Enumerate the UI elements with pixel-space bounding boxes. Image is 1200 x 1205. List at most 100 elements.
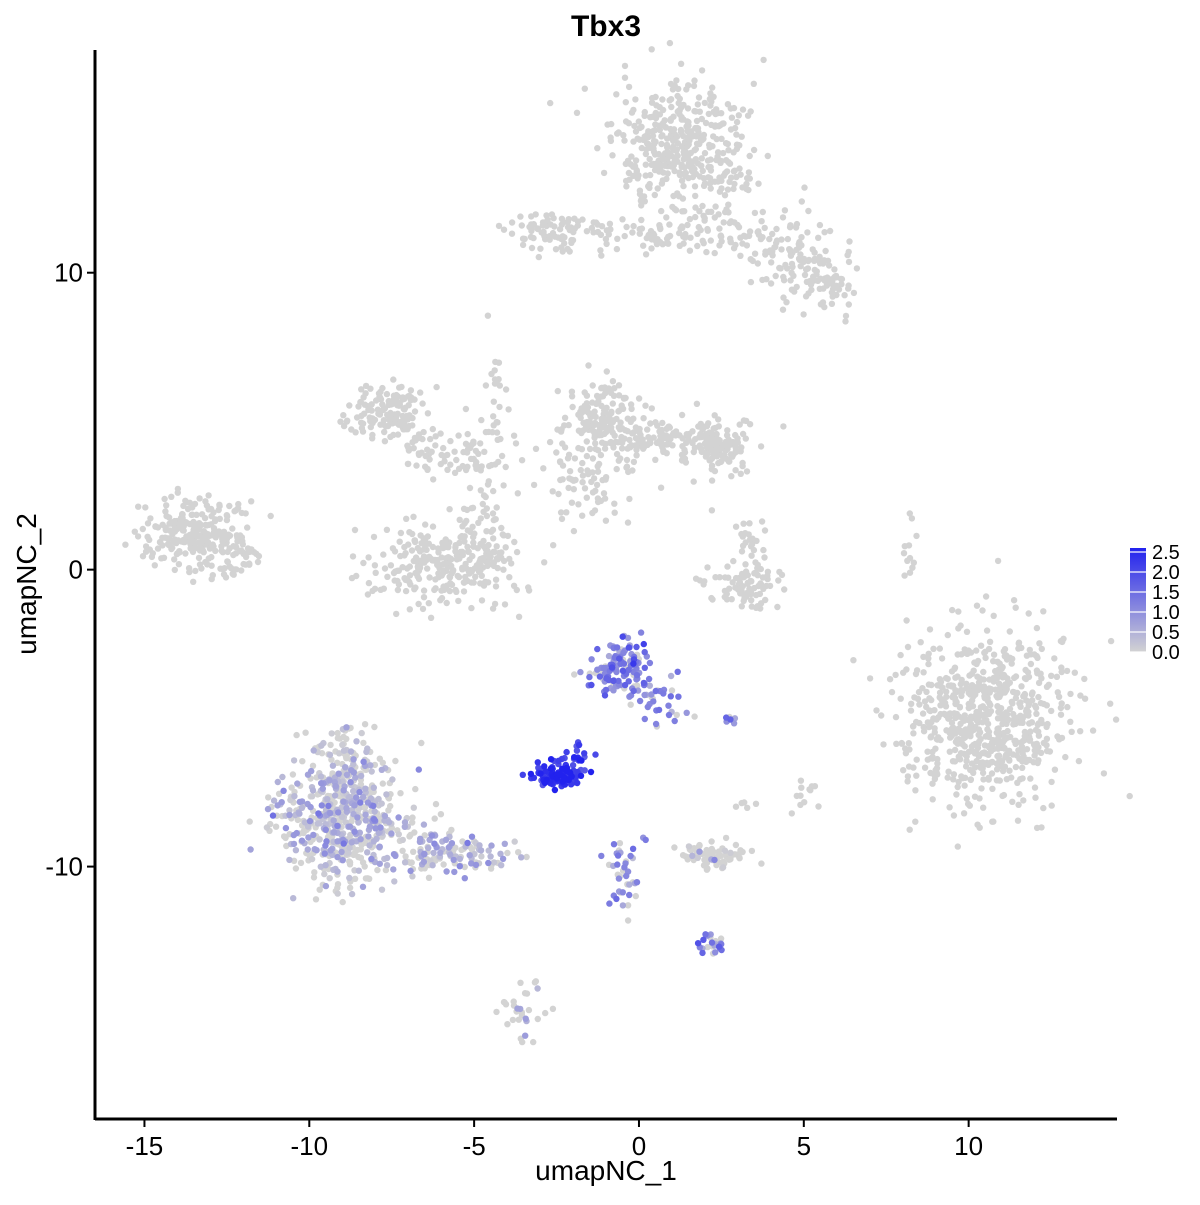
cell-point [788, 810, 795, 817]
cell-point [912, 818, 919, 825]
cell-point [549, 1005, 557, 1012]
cell-point [687, 149, 694, 157]
cell-point [824, 274, 831, 281]
cell-point [459, 462, 466, 470]
cell-point [584, 467, 591, 474]
cell-point [401, 819, 409, 826]
cell-point [134, 533, 142, 540]
cell-point [1043, 747, 1051, 755]
cell-point [622, 99, 629, 106]
cell-point [712, 574, 719, 581]
cell-point [629, 845, 637, 852]
cell-point [592, 440, 599, 447]
cell-point [450, 856, 457, 864]
cell-point [441, 453, 448, 460]
cell-point [788, 286, 796, 293]
cell-point [384, 854, 391, 862]
cell-point [976, 729, 984, 736]
cell-point [350, 851, 357, 859]
cell-point [420, 821, 428, 828]
cell-point [703, 248, 710, 256]
cell-point [724, 186, 732, 193]
cell-point [717, 445, 725, 453]
cell-point [1053, 673, 1061, 680]
cell-point [663, 214, 670, 221]
cell-point [681, 446, 688, 454]
cell-point [544, 216, 551, 223]
cell-point [204, 561, 211, 568]
cell-point [959, 741, 966, 748]
cell-point [1020, 797, 1027, 804]
cell-point [811, 257, 818, 264]
cell-point [422, 521, 429, 528]
cell-point [584, 404, 592, 411]
cell-point [196, 495, 203, 502]
cell-point [600, 169, 608, 177]
cell-point [801, 271, 809, 279]
cell-point [583, 228, 591, 235]
cell-point [730, 185, 737, 193]
cell-point [292, 847, 300, 854]
cell-point [426, 574, 433, 581]
cell-point [611, 385, 618, 392]
cell-point [622, 177, 630, 185]
cell-point [387, 411, 395, 418]
cell-point [683, 439, 690, 446]
cell-point [360, 758, 367, 765]
cell-point [698, 115, 705, 123]
cell-point [652, 720, 660, 728]
cell-point [694, 242, 701, 250]
cell-point [688, 128, 695, 135]
cell-point [719, 120, 726, 127]
cell-point [754, 260, 761, 267]
cell-point [383, 862, 391, 869]
cell-point [910, 730, 917, 737]
cell-point [477, 440, 484, 447]
cell-point [263, 824, 271, 831]
cell-point [515, 1016, 522, 1023]
x-tick-label: -15 [126, 1131, 164, 1161]
cell-point [611, 432, 618, 439]
cell-point [489, 510, 497, 517]
cell-point [746, 228, 754, 235]
cell-point [508, 219, 516, 226]
cell-point [490, 487, 497, 495]
cell-point [415, 600, 422, 608]
cell-point [598, 393, 605, 400]
cell-point [415, 451, 423, 459]
cell-point [619, 902, 627, 909]
cell-point [781, 207, 789, 214]
cell-point [737, 470, 744, 477]
cell-point [1029, 697, 1036, 704]
cell-point [463, 506, 471, 514]
cell-point [403, 576, 411, 583]
cell-point [468, 833, 476, 840]
cell-point [644, 703, 651, 711]
cell-point [530, 1038, 537, 1046]
cell-point [368, 768, 375, 775]
cell-point [347, 748, 355, 755]
cell-point [727, 126, 735, 133]
cell-point [965, 704, 972, 712]
cell-point [1040, 608, 1047, 615]
cell-point [866, 675, 874, 682]
cell-point [900, 669, 907, 676]
cell-point [628, 153, 635, 160]
cell-point [637, 629, 645, 636]
cell-point [628, 109, 636, 116]
cell-point [652, 687, 659, 695]
cell-point [626, 495, 633, 503]
cell-point [455, 432, 462, 439]
cell-point [670, 137, 678, 144]
cell-point [1031, 702, 1039, 709]
cell-point [395, 831, 402, 838]
cell-point [377, 824, 384, 831]
cell-point [686, 247, 694, 254]
cell-point [448, 840, 456, 847]
cell-point [625, 120, 632, 127]
cell-point [485, 541, 492, 549]
cell-point [579, 472, 587, 479]
cell-point [598, 252, 605, 259]
cell-point [648, 245, 655, 252]
cell-point [1012, 763, 1020, 771]
